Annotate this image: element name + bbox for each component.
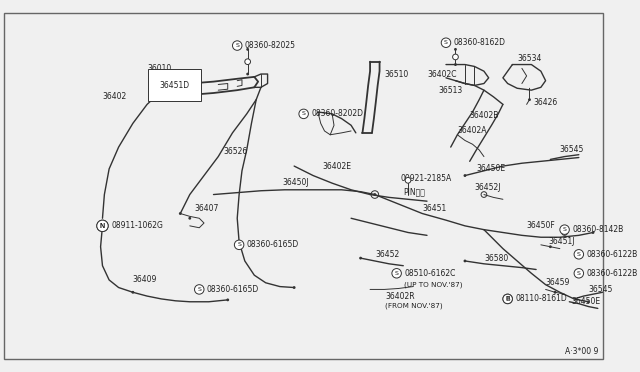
- Circle shape: [245, 59, 250, 65]
- Text: 36450F: 36450F: [527, 221, 556, 230]
- Text: 36580: 36580: [484, 254, 508, 263]
- Text: S: S: [395, 271, 399, 276]
- Text: (UP TO NOV.'87): (UP TO NOV.'87): [404, 282, 463, 288]
- Text: (FROM NOV.'87): (FROM NOV.'87): [385, 302, 443, 309]
- Text: N: N: [100, 223, 105, 229]
- Text: S: S: [237, 242, 241, 247]
- Text: 36452J: 36452J: [474, 183, 501, 192]
- Circle shape: [463, 260, 467, 262]
- Circle shape: [454, 48, 457, 51]
- Text: 08510-6162C: 08510-6162C: [404, 269, 456, 278]
- Circle shape: [463, 174, 467, 177]
- Text: 08360-8142B: 08360-8142B: [572, 225, 623, 234]
- Circle shape: [188, 217, 191, 220]
- Circle shape: [452, 54, 458, 60]
- Text: 36450E: 36450E: [572, 297, 600, 306]
- Circle shape: [392, 269, 401, 278]
- Text: 08110-8161D: 08110-8161D: [515, 294, 567, 304]
- Text: 36526: 36526: [223, 147, 247, 156]
- Text: 36402E: 36402E: [323, 161, 351, 171]
- Text: 08360-8202D: 08360-8202D: [311, 109, 364, 118]
- Text: 08360-6122B: 08360-6122B: [586, 269, 637, 278]
- Text: 36409: 36409: [133, 275, 157, 285]
- Circle shape: [503, 294, 513, 304]
- Text: B: B: [506, 296, 510, 301]
- Circle shape: [195, 285, 204, 294]
- Circle shape: [97, 220, 108, 231]
- Text: 36402R: 36402R: [385, 292, 415, 301]
- Text: 36402: 36402: [102, 92, 127, 101]
- Text: S: S: [444, 40, 448, 45]
- Text: 08360-6165D: 08360-6165D: [207, 285, 259, 294]
- Text: S: S: [236, 43, 239, 48]
- Circle shape: [292, 286, 296, 289]
- Text: 08360-82025: 08360-82025: [245, 41, 296, 50]
- Text: 36451: 36451: [422, 204, 447, 213]
- Circle shape: [454, 63, 457, 66]
- Text: 36402A: 36402A: [458, 126, 487, 135]
- Circle shape: [359, 257, 362, 260]
- Text: 36513: 36513: [438, 86, 463, 94]
- Circle shape: [574, 269, 584, 278]
- Circle shape: [373, 193, 376, 196]
- Text: S: S: [197, 287, 201, 292]
- Text: 36010: 36010: [147, 64, 172, 73]
- Text: 36459: 36459: [546, 278, 570, 287]
- Text: 36510: 36510: [384, 70, 408, 78]
- Circle shape: [528, 98, 531, 101]
- Circle shape: [405, 177, 411, 183]
- Circle shape: [591, 231, 595, 234]
- Text: 00921-2185A: 00921-2185A: [401, 174, 452, 183]
- Text: S: S: [577, 271, 580, 276]
- Text: S: S: [577, 252, 580, 257]
- Text: PINピン: PINピン: [403, 187, 425, 196]
- Circle shape: [246, 48, 249, 51]
- Circle shape: [549, 245, 552, 248]
- Circle shape: [179, 212, 182, 215]
- Text: 08360-8162D: 08360-8162D: [454, 38, 506, 47]
- Circle shape: [587, 300, 589, 303]
- Circle shape: [131, 291, 134, 294]
- Circle shape: [299, 109, 308, 119]
- Circle shape: [234, 240, 244, 250]
- Text: 36402C: 36402C: [427, 70, 456, 78]
- Text: 08360-6165D: 08360-6165D: [246, 240, 299, 249]
- Text: 36534: 36534: [517, 54, 541, 63]
- Text: 08360-6122B: 08360-6122B: [586, 250, 637, 259]
- Text: 36426: 36426: [533, 98, 557, 107]
- Text: 36450J: 36450J: [283, 178, 309, 187]
- Text: 36407: 36407: [195, 204, 219, 213]
- Circle shape: [503, 294, 513, 304]
- Text: A·3*00 9: A·3*00 9: [564, 347, 598, 356]
- Text: 36451D: 36451D: [159, 81, 189, 90]
- Text: 36545: 36545: [588, 285, 612, 294]
- Circle shape: [246, 73, 249, 76]
- Circle shape: [232, 41, 242, 50]
- Text: 36402B: 36402B: [470, 111, 499, 120]
- Circle shape: [574, 250, 584, 259]
- Circle shape: [441, 38, 451, 48]
- Text: 36451J: 36451J: [548, 237, 575, 247]
- Text: B: B: [506, 296, 510, 302]
- Circle shape: [227, 298, 229, 301]
- Circle shape: [554, 291, 557, 294]
- Text: 36545: 36545: [560, 145, 584, 154]
- Text: 36450E: 36450E: [476, 164, 506, 173]
- Text: 36452: 36452: [376, 250, 400, 259]
- Text: 08911-1062G: 08911-1062G: [111, 221, 163, 230]
- Text: S: S: [301, 111, 305, 116]
- Circle shape: [560, 225, 570, 234]
- Text: N: N: [100, 223, 105, 229]
- Circle shape: [97, 220, 108, 231]
- Text: S: S: [563, 227, 566, 232]
